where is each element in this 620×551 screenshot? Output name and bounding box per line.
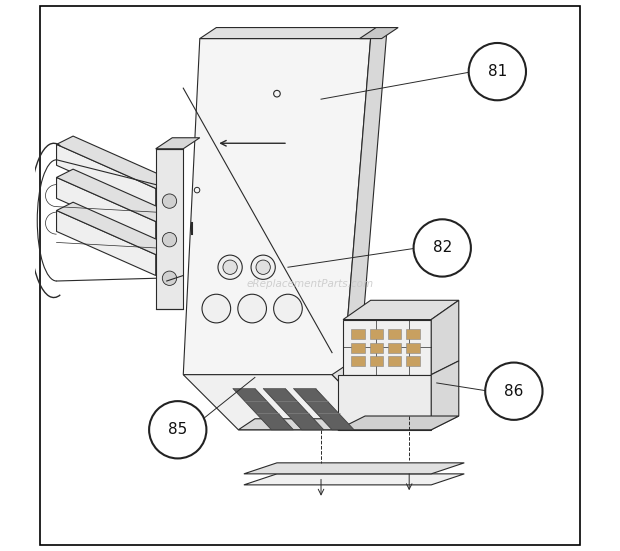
Polygon shape [293,388,354,430]
Bar [388,329,402,339]
Polygon shape [233,388,293,430]
Polygon shape [238,419,404,430]
Circle shape [251,255,275,279]
Circle shape [162,233,177,247]
Circle shape [149,401,206,458]
Polygon shape [244,463,464,474]
Polygon shape [244,474,464,485]
Polygon shape [56,144,156,209]
Circle shape [256,260,270,274]
Circle shape [238,294,267,323]
Polygon shape [56,136,172,188]
Circle shape [414,219,471,277]
Bar [352,329,365,339]
Text: 81: 81 [488,64,507,79]
Bar [370,356,383,366]
Bar [406,329,420,339]
Bar [370,329,383,339]
Bar [352,343,365,353]
Bar [370,343,383,353]
Polygon shape [360,28,398,39]
Polygon shape [332,364,404,430]
Circle shape [162,194,177,208]
Polygon shape [343,320,432,375]
Polygon shape [337,375,432,430]
Bar [352,356,365,366]
Text: 86: 86 [504,383,523,399]
Text: eReplacementParts.com: eReplacementParts.com [246,279,374,289]
Polygon shape [56,210,156,276]
Polygon shape [432,361,459,430]
Bar [406,343,420,353]
Polygon shape [263,388,324,430]
Polygon shape [184,39,371,375]
Circle shape [469,43,526,100]
Circle shape [162,271,177,285]
Polygon shape [56,202,172,255]
Text: 85: 85 [168,422,187,437]
Circle shape [218,255,242,279]
Polygon shape [432,300,459,375]
Circle shape [273,294,303,323]
Circle shape [223,260,237,274]
Bar [388,343,402,353]
Polygon shape [156,138,200,149]
Polygon shape [343,28,387,375]
Circle shape [485,363,542,420]
Bar [406,356,420,366]
Polygon shape [56,177,156,242]
Polygon shape [56,169,172,222]
Polygon shape [343,300,459,320]
Circle shape [202,294,231,323]
Polygon shape [184,375,387,430]
Polygon shape [156,149,184,309]
Polygon shape [200,28,387,39]
Polygon shape [337,416,459,430]
Bar [388,356,402,366]
Text: 82: 82 [433,240,452,256]
